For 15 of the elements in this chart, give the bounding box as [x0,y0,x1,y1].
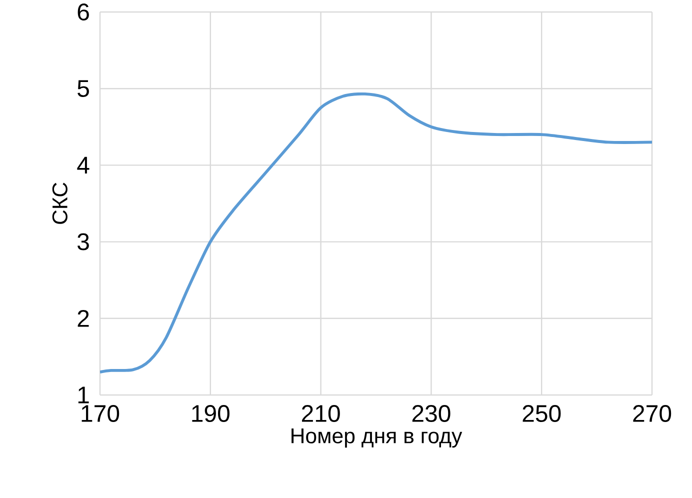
y-tick-label: 1 [78,386,89,404]
x-tick-label: 210 [302,405,340,422]
line-series [100,92,652,374]
x-tick-label: 170 [82,405,120,422]
y-tick-label: 4 [77,156,90,174]
y-tick-label: 6 [78,3,89,20]
x-tick-label: 230 [412,405,450,422]
x-axis-title: Номер дня в году [292,428,462,448]
y-tick-label: 3 [78,233,89,250]
y-axis-title: СКС [52,182,68,224]
x-tick-label: 190 [192,405,230,422]
y-tick-label: 5 [78,80,89,97]
x-tick-label: 250 [522,405,561,422]
x-tick-label: 270 [633,405,672,422]
y-tick-label: 2 [78,310,89,327]
